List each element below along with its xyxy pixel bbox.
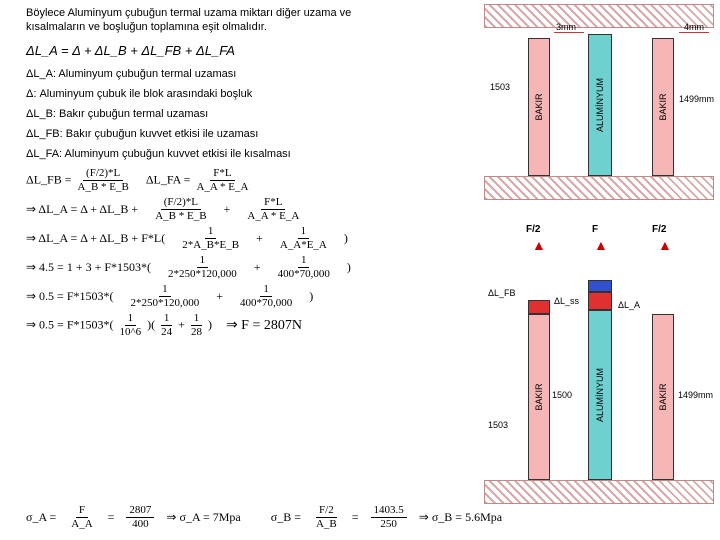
figure-1: BAKIR ALUMİNYUM BAKIR 3mm 4mm 1503 1499m… — [484, 4, 714, 204]
def-dLB: ΔL_B: Bakır çubuğun termal uzaması — [26, 108, 366, 120]
def-dLA: ΔL_A: Aluminyum çubuğun termal uzaması — [26, 68, 366, 80]
intro-text: Böylece Aluminyum çubuğun termal uzama m… — [26, 6, 366, 35]
equation-block: ΔL_FB = (F/2)*LA_B * E_B ΔL_FA = F*LA_A … — [26, 168, 366, 340]
main-equation: ΔL_A = Δ + ΔL_B + ΔL_FB + ΔL_FA — [26, 43, 366, 58]
def-dLFA: ΔL_FA: Aluminyum çubuğun kuvvet etkisi i… — [26, 148, 366, 160]
def-dLFB: ΔL_FB: Bakır çubuğun kuvvet etkisi ile u… — [26, 128, 366, 140]
def-delta: Δ: Aluminyum çubuk ile blok arasındaki b… — [26, 88, 366, 100]
figure-2: F/2 ▲ F ▲ F/2 ▲ ALUMİNYUM BAKIR BAKIR ΔL… — [484, 270, 714, 520]
sigma-results: σ_A = FA_A = 2807400 ⇒ σ_A = 7Mpa σ_B = … — [26, 505, 502, 530]
